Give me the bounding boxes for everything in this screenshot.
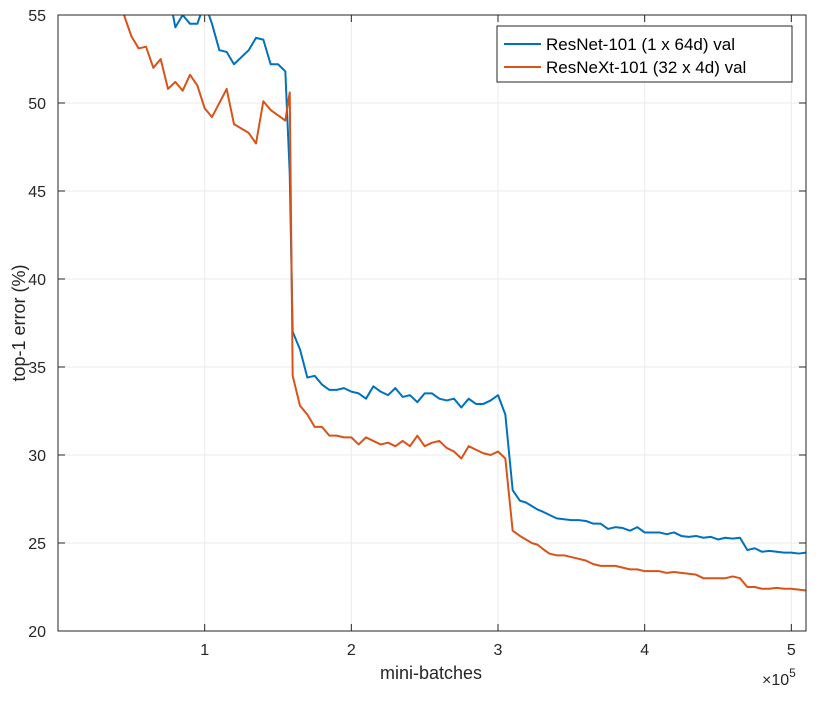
x-tick-label: 1 [200, 642, 209, 659]
y-tick-label: 40 [28, 272, 46, 289]
x-tick-label: 4 [640, 642, 649, 659]
series-group [123, 15, 806, 592]
x-axis-label: mini-batches [380, 663, 482, 683]
y-tick-label: 45 [28, 184, 46, 201]
plot-frame [57, 14, 807, 632]
y-tick-label: 25 [28, 536, 46, 553]
plot-background [58, 15, 806, 631]
x-axis-multiplier-base: ×10 [762, 672, 789, 689]
legend-box [496, 25, 793, 83]
y-tick-label: 30 [28, 448, 46, 465]
x-axis-multiplier-exponent: 5 [789, 666, 796, 680]
x-tick-label: 3 [494, 642, 503, 659]
y-tick-label: 55 [28, 8, 46, 25]
x-tick-label: 5 [787, 642, 796, 659]
y-tick-label: 35 [28, 360, 46, 377]
y-tick-label: 50 [28, 96, 46, 113]
series-line-resnet [171, 15, 806, 555]
y-tick-label: 20 [28, 624, 46, 641]
x-axis-multiplier: ×105 [762, 666, 796, 689]
legend-label-resnext: ResNeXt-101 (32 x 4d) val [546, 58, 746, 77]
x-tick-label: 2 [347, 642, 356, 659]
legend-label-resnet: ResNet-101 (1 x 64d) val [546, 35, 735, 54]
series-line-resnext [123, 15, 806, 592]
legend: ResNet-101 (1 x 64d) val ResNeXt-101 (32… [496, 25, 793, 83]
y-axis-label: top-1 error (%) [9, 264, 29, 381]
